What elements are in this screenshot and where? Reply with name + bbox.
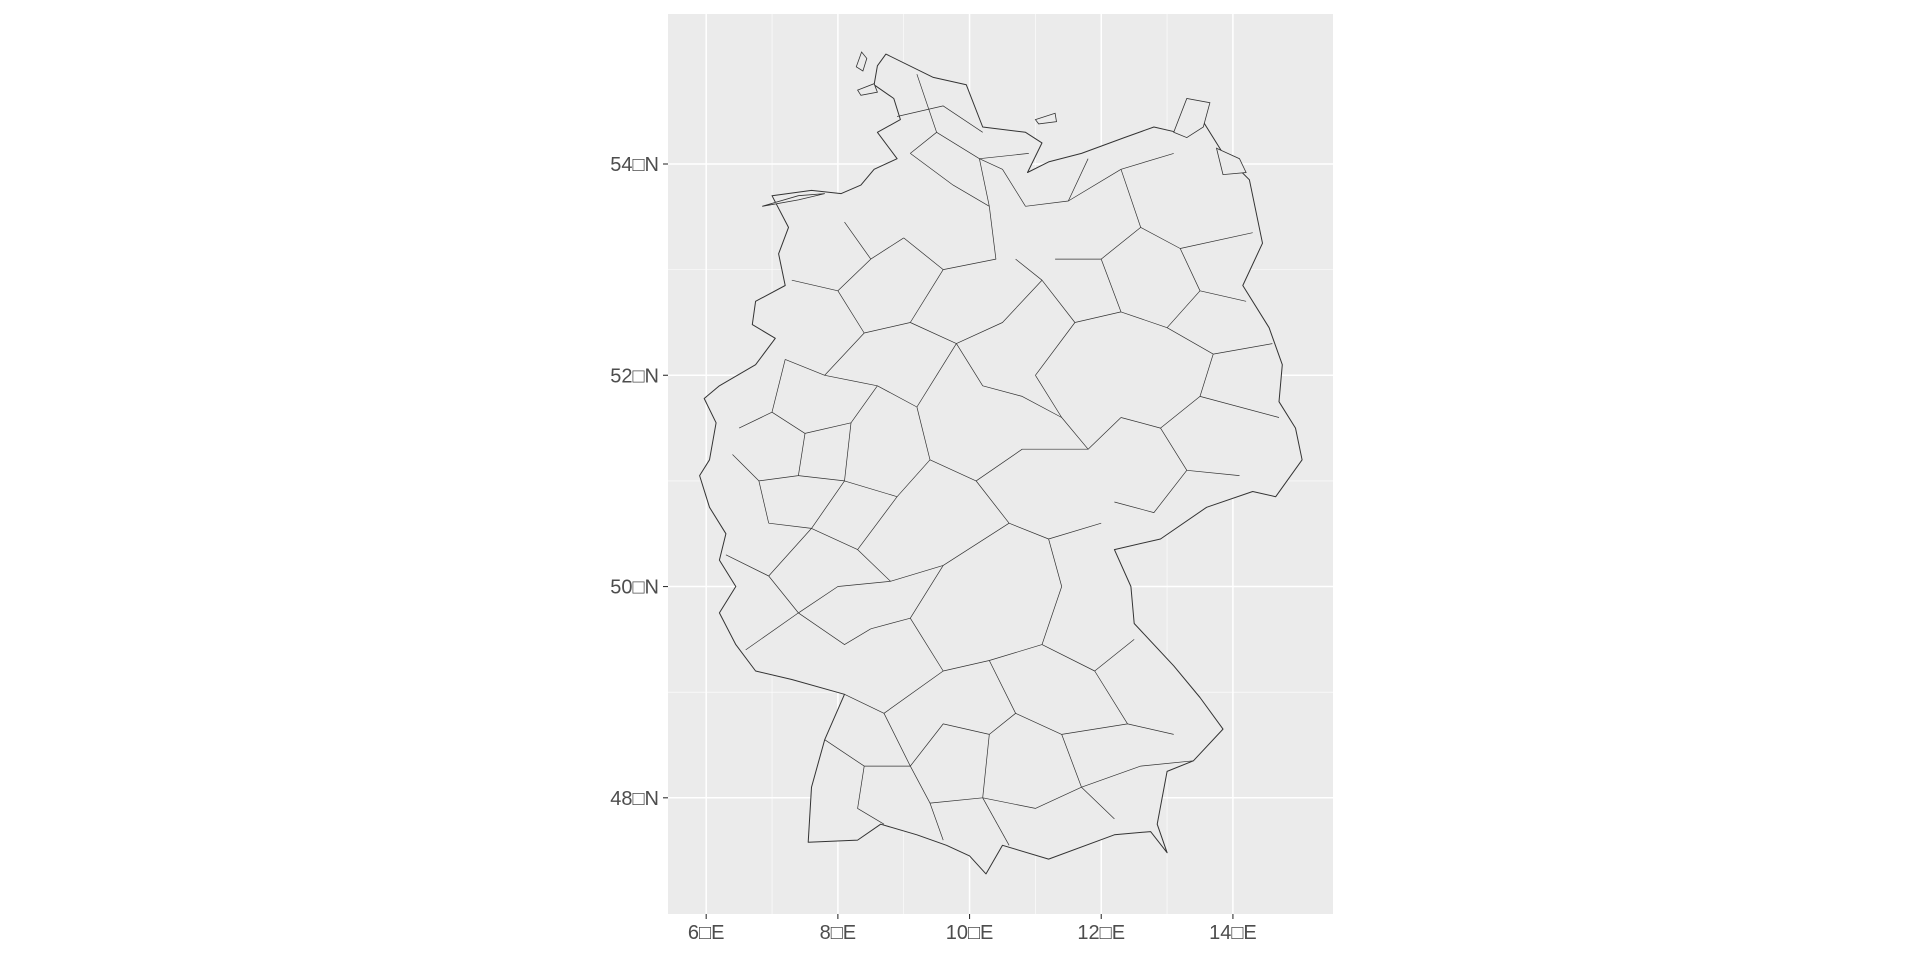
germany-districts	[699, 51, 1303, 875]
district-boundary	[857, 766, 885, 825]
x-axis: 6□E 8□E 10□E 12□E 14□E	[688, 914, 1257, 944]
district-boundary	[910, 618, 1043, 672]
island-outline	[1173, 98, 1211, 139]
y-axis: 48□N 50□N 52□N 54□N	[610, 154, 668, 810]
district-boundary	[975, 448, 1089, 482]
district-boundary	[771, 385, 878, 434]
district-boundary	[1120, 169, 1253, 249]
district-boundary	[975, 480, 1102, 540]
district-boundary	[768, 575, 891, 614]
island-outline	[855, 51, 868, 72]
district-boundary	[979, 158, 1026, 207]
district-boundary	[956, 343, 1062, 418]
island-outline	[857, 83, 878, 96]
district-boundary	[745, 612, 799, 651]
district-boundary	[1114, 470, 1188, 513]
island-outline	[1034, 112, 1057, 125]
district-boundary	[910, 153, 990, 207]
y-tick-label: 50□N	[610, 577, 659, 599]
y-tick-label: 48□N	[610, 788, 659, 810]
district-boundary	[798, 612, 871, 645]
district-boundary	[1100, 258, 1201, 329]
x-tick-label: 12□E	[1077, 922, 1125, 944]
district-boundary	[910, 269, 944, 323]
district-boundary	[982, 786, 1082, 809]
district-boundary	[910, 279, 1043, 344]
district-boundary	[1035, 375, 1122, 450]
y-tick-label: 52□N	[610, 365, 659, 387]
district-boundary	[903, 206, 997, 270]
district-boundary	[883, 713, 1016, 767]
district-boundary	[732, 454, 770, 524]
district-boundary	[1041, 538, 1063, 645]
island-outline	[762, 193, 825, 207]
x-tick-label: 10□E	[946, 922, 994, 944]
district-boundary	[916, 343, 957, 408]
district-boundary	[897, 105, 983, 133]
x-tick-label: 6□E	[688, 922, 725, 944]
x-tick-label: 14□E	[1209, 922, 1257, 944]
x-tick-label: 8□E	[820, 922, 857, 944]
district-boundary	[988, 660, 1128, 735]
district-boundary	[1081, 760, 1194, 788]
district-boundary	[982, 797, 1010, 846]
district-boundary	[857, 522, 1010, 582]
y-tick-label: 54□N	[610, 154, 659, 176]
island-outline	[1215, 147, 1247, 176]
